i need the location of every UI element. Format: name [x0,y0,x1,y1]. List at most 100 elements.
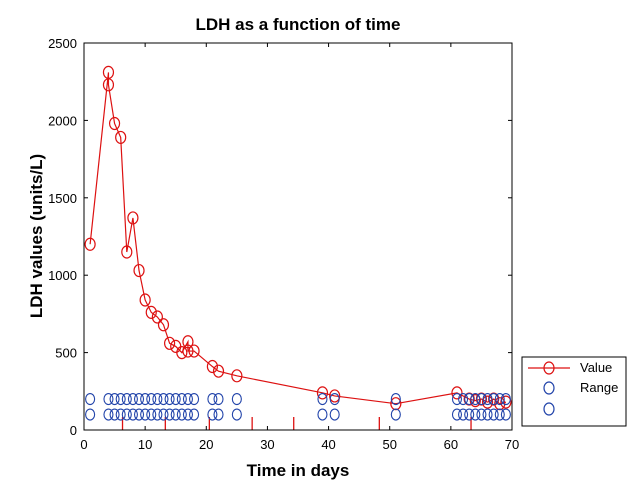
range-upper-point [164,392,175,406]
range-lower-point [176,408,187,421]
chart-title: LDH as a function of time [196,15,401,34]
range-lower-point [494,408,505,421]
range-lower-point [458,408,469,421]
range-upper-point [464,392,475,406]
value-point [176,346,188,360]
value-point [139,293,151,307]
y-tick-label: 1000 [48,268,77,283]
value-point [164,336,176,350]
value-point [451,386,463,400]
range-upper-point [500,392,511,406]
value-point [390,397,402,411]
range-upper-point [329,392,340,406]
range-lower-point [231,408,242,421]
plot-marks: 0 10 20 30 40 50 60 70 0 500 1000 1500 2000 2500 [48,36,519,452]
value-point [121,245,133,259]
range-upper-point [140,392,151,406]
value-point [494,397,506,411]
value-point [133,263,145,278]
range-upper-point [390,392,401,406]
range-lower-point [317,408,328,421]
range-upper-point [231,392,242,406]
range-upper-point [146,392,157,406]
range-lower-point [85,408,96,421]
legend: Value Range [521,356,627,427]
value-point [102,78,115,92]
x-tick-label: 0 [80,437,87,452]
range-lower-point [133,408,145,421]
range-lower-point [109,408,120,421]
range-lower-point [158,408,169,421]
range-lower-point [329,408,340,421]
range-lower-point [164,408,175,421]
value-series-line [89,72,507,405]
value-point [316,386,329,400]
range-lower-point [146,408,157,421]
range-lower-point [464,408,475,421]
value-point [182,344,194,358]
value-point [469,393,481,408]
range-upper-point [85,392,96,406]
range-upper-point [182,392,193,406]
range-upper-point [488,392,499,406]
value-point [500,395,512,409]
value-point [206,359,218,374]
range-upper-point [207,392,218,406]
range-lower-point [390,408,401,421]
range-upper-point [470,392,481,406]
range-upper-point [152,392,163,406]
range-lower-point [103,408,114,421]
value-point [481,395,494,409]
range-upper-point [176,392,187,406]
range-upper-point [127,392,138,406]
range-upper-point [133,392,145,406]
x-tick-label: 60 [444,437,458,452]
range-upper-point [115,392,126,406]
legend-value-marker [543,361,555,375]
legend-range-marker [543,381,555,395]
range-upper-point [458,392,469,406]
range-lower-point [127,408,138,421]
x-tick-label: 10 [138,437,152,452]
x-axis-label: Time in days [247,461,350,480]
range-lower-point [470,408,481,421]
x-tick-label: 20 [199,437,213,452]
range-lower-point [451,408,463,421]
value-point [84,237,96,251]
value-point [115,130,127,145]
range-upper-point [170,392,181,406]
value-point [151,310,163,324]
y-tick-label: 1500 [48,191,77,206]
range-lower-point [121,408,132,421]
range-upper-point [109,392,120,406]
range-lower-point [152,408,163,421]
x-tick-label: 30 [260,437,274,452]
value-point [145,305,157,319]
range-lower-point [140,408,151,421]
range-upper-point [482,392,493,406]
range-upper-point [317,392,328,406]
y-tick-label: 500 [55,346,77,361]
x-tick-label: 70 [505,437,519,452]
x-tick-label: 40 [321,437,335,452]
y-axis-label: LDH values (units/L) [27,154,46,318]
range-lower-point [476,408,487,421]
range-upper-point [213,392,224,406]
range-lower-point [115,408,126,421]
range-lower-point [170,408,181,421]
range-upper-point [158,392,169,406]
range-upper-point [494,392,505,406]
legend-unnamed-marker [543,402,555,416]
range-lower-point [213,408,224,421]
range-upper-point [189,392,200,406]
range-lower-point [500,408,511,421]
legend-range-label: Range [580,380,618,395]
range-upper-point [121,392,132,406]
range-lower-point [189,408,200,421]
value-point [182,335,194,349]
value-point [108,116,121,131]
range-upper-point [451,392,463,406]
value-point [157,318,170,332]
value-point [188,344,200,358]
range-lower-point [182,408,193,421]
